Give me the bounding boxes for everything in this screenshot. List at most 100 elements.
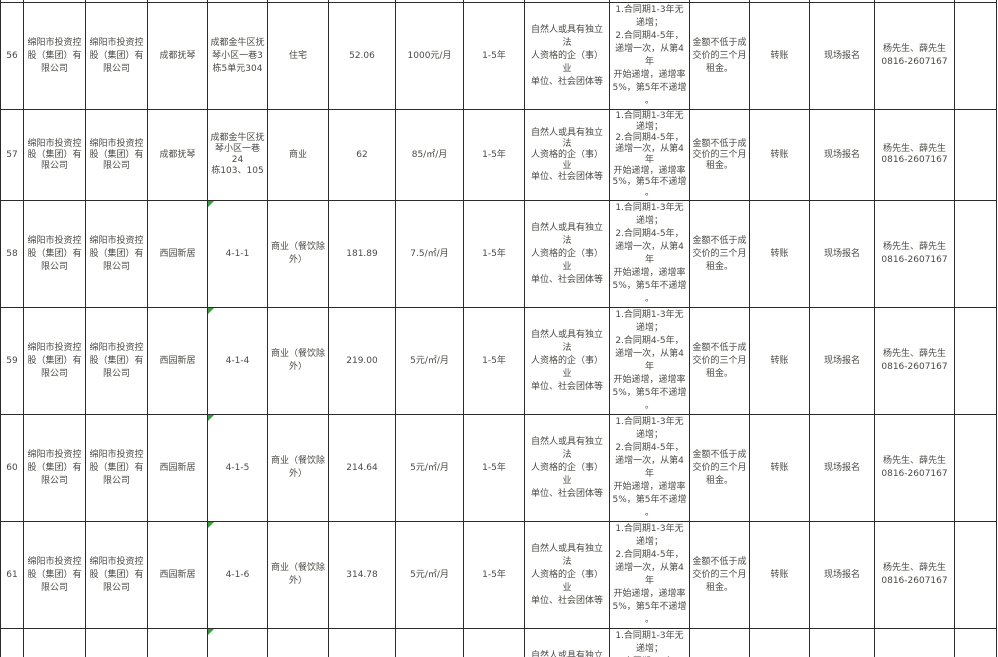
cell-payment[interactable]: 转账 bbox=[749, 414, 810, 522]
cell-extra[interactable] bbox=[954, 200, 997, 308]
cell-usage[interactable]: 商业（餐饮除 外） bbox=[267, 521, 329, 629]
cell-owner[interactable]: 绵阳市投资控股（集团）有限公司 bbox=[85, 307, 148, 415]
cell-extra[interactable] bbox=[954, 109, 997, 201]
cell-area[interactable]: 314.78 bbox=[328, 521, 396, 629]
cell-eligibility[interactable]: 自然人或具有独立法 人资格的企（事）业 单位、社会团体等 bbox=[524, 628, 610, 657]
cell-deposit[interactable]: 金额不低于成 交价的三个月 租金。 bbox=[689, 628, 750, 657]
cell-signup[interactable]: 现场报名 bbox=[809, 307, 875, 415]
cell-price[interactable]: 5元/㎡/月 bbox=[395, 628, 464, 657]
cell-escalation[interactable]: 1.合同期1-3年无 递增； 2.合同期4-5年， 递增一次，从第4年 开始递增… bbox=[609, 109, 690, 201]
cell-payment[interactable]: 转账 bbox=[749, 628, 810, 657]
cell-signup[interactable]: 现场报名 bbox=[809, 628, 875, 657]
cell-deposit[interactable]: 金额不低于成 交价的三个月 租金。 bbox=[689, 414, 750, 522]
cell-project[interactable]: 西园新居 bbox=[147, 307, 208, 415]
cell-contact[interactable]: 杨先生、薛先生 0816-2607167 bbox=[874, 109, 955, 201]
cell-row-number[interactable]: 59 bbox=[0, 307, 24, 415]
cell-payment[interactable]: 转账 bbox=[749, 200, 810, 308]
cell-contact[interactable]: 杨先生、薛先生 0816-2607167 bbox=[874, 200, 955, 308]
cell-usage[interactable]: 商业 bbox=[267, 109, 329, 201]
cell-escalation[interactable]: 1.合同期1-3年无 递增； 2.合同期4-5年， 递增一次，从第4年 开始递增… bbox=[609, 200, 690, 308]
cell-term[interactable]: 1-5年 bbox=[463, 521, 525, 629]
cell-contact[interactable]: 杨先生、薛先生 0816-2607167 bbox=[874, 521, 955, 629]
cell-contact[interactable]: 杨先生、薛先生 0816-2607167 bbox=[874, 307, 955, 415]
cell-project[interactable]: 西园新居 bbox=[147, 414, 208, 522]
cell-signup[interactable]: 现场报名 bbox=[809, 414, 875, 522]
cell-contact[interactable]: 杨先生、薛先生 0816-2607167 bbox=[874, 628, 955, 657]
cell-term[interactable]: 1-5年 bbox=[463, 414, 525, 522]
cell-deposit[interactable]: 金额不低于成 交价的三个月 租金。 bbox=[689, 2, 750, 110]
cell-extra[interactable] bbox=[954, 307, 997, 415]
cell-signup[interactable]: 现场报名 bbox=[809, 200, 875, 308]
cell-owner[interactable]: 绵阳市投资控股（集团）有限公司 bbox=[85, 628, 148, 657]
cell-project[interactable]: 西园新居 bbox=[147, 521, 208, 629]
cell-owner[interactable]: 绵阳市投资控股（集团）有限公司 bbox=[85, 109, 148, 201]
cell-eligibility[interactable]: 自然人或具有独立法 人资格的企（事）业 单位、社会团体等 bbox=[524, 414, 610, 522]
cell-address[interactable]: 成都金牛区抚 琴小区一巷3 栋5单元304 bbox=[207, 2, 268, 110]
cell-project[interactable]: 成都抚琴 bbox=[147, 109, 208, 201]
cell-deposit[interactable]: 金额不低于成 交价的三个月 租金。 bbox=[689, 200, 750, 308]
cell-escalation[interactable]: 1.合同期1-3年无 递增； 2.合同期4-5年， 递增一次，从第4年 开始递增… bbox=[609, 307, 690, 415]
cell-contact[interactable]: 杨先生、薛先生 0816-2607167 bbox=[874, 2, 955, 110]
cell-address[interactable]: 成都金牛区抚 琴小区一巷24 栋103、105 bbox=[207, 109, 268, 201]
cell-payment[interactable]: 转账 bbox=[749, 2, 810, 110]
cell-escalation[interactable]: 1.合同期1-3年无 递增； 2.合同期4-5年， 递增一次，从第4年 开始递增… bbox=[609, 2, 690, 110]
cell-lessor[interactable]: 绵阳市投资控股（集团）有限公司 bbox=[23, 414, 86, 522]
cell-price[interactable]: 5元/㎡/月 bbox=[395, 414, 464, 522]
cell-signup[interactable]: 现场报名 bbox=[809, 521, 875, 629]
cell-lessor[interactable]: 绵阳市投资控股（集团）有限公司 bbox=[23, 109, 86, 201]
cell-address[interactable]: 4-1-5 bbox=[207, 414, 268, 522]
cell-row-number[interactable]: 62 bbox=[0, 628, 24, 657]
cell-eligibility[interactable]: 自然人或具有独立法 人资格的企（事）业 单位、社会团体等 bbox=[524, 200, 610, 308]
cell-signup[interactable]: 现场报名 bbox=[809, 109, 875, 201]
cell-term[interactable]: 1-5年 bbox=[463, 307, 525, 415]
cell-row-number[interactable]: 61 bbox=[0, 521, 24, 629]
cell-eligibility[interactable]: 自然人或具有独立法 人资格的企（事）业 单位、社会团体等 bbox=[524, 109, 610, 201]
cell-eligibility[interactable]: 自然人或具有独立法 人资格的企（事）业 单位、社会团体等 bbox=[524, 307, 610, 415]
cell-row-number[interactable]: 57 bbox=[0, 109, 24, 201]
cell-eligibility[interactable]: 自然人或具有独立法 人资格的企（事）业 单位、社会团体等 bbox=[524, 2, 610, 110]
cell-usage[interactable]: 商业（餐饮除 外） bbox=[267, 628, 329, 657]
cell-extra[interactable] bbox=[954, 521, 997, 629]
cell-payment[interactable]: 转账 bbox=[749, 109, 810, 201]
cell-lessor[interactable]: 绵阳市投资控股（集团）有限公司 bbox=[23, 307, 86, 415]
cell-price[interactable]: 7.5/㎡/月 bbox=[395, 200, 464, 308]
cell-escalation[interactable]: 1.合同期1-3年无 递增； 2.合同期4-5年， 递增一次，从第4年 开始递增… bbox=[609, 628, 690, 657]
cell-address[interactable]: 4-1-4 bbox=[207, 307, 268, 415]
cell-term[interactable]: 1-5年 bbox=[463, 109, 525, 201]
cell-price[interactable]: 85/㎡/月 bbox=[395, 109, 464, 201]
cell-payment[interactable]: 转账 bbox=[749, 521, 810, 629]
cell-project[interactable]: 成都抚琴 bbox=[147, 2, 208, 110]
cell-area[interactable]: 91.02 bbox=[328, 628, 396, 657]
cell-escalation[interactable]: 1.合同期1-3年无 递增； 2.合同期4-5年， 递增一次，从第4年 开始递增… bbox=[609, 414, 690, 522]
cell-row-number[interactable]: 56 bbox=[0, 2, 24, 110]
cell-row-number[interactable]: 60 bbox=[0, 414, 24, 522]
cell-deposit[interactable]: 金额不低于成 交价的三个月 租金。 bbox=[689, 109, 750, 201]
cell-contact[interactable]: 杨先生、薛先生 0816-2607167 bbox=[874, 414, 955, 522]
cell-area[interactable]: 219.00 bbox=[328, 307, 396, 415]
cell-lessor[interactable]: 绵阳市投资控股（集团）有限公司 bbox=[23, 628, 86, 657]
cell-address[interactable]: 4-1-6 bbox=[207, 521, 268, 629]
cell-price[interactable]: 1000元/月 bbox=[395, 2, 464, 110]
cell-project[interactable]: 西园新居 bbox=[147, 200, 208, 308]
cell-deposit[interactable]: 金额不低于成 交价的三个月 租金。 bbox=[689, 521, 750, 629]
cell-deposit[interactable]: 金额不低于成 交价的三个月 租金。 bbox=[689, 307, 750, 415]
cell-extra[interactable] bbox=[954, 414, 997, 522]
cell-extra[interactable] bbox=[954, 628, 997, 657]
cell-escalation[interactable]: 1.合同期1-3年无 递增； 2.合同期4-5年， 递增一次，从第4年 开始递增… bbox=[609, 521, 690, 629]
cell-lessor[interactable]: 绵阳市投资控股（集团）有限公司 bbox=[23, 2, 86, 110]
cell-area[interactable]: 62 bbox=[328, 109, 396, 201]
cell-address[interactable]: 4-1-7 bbox=[207, 628, 268, 657]
cell-lessor[interactable]: 绵阳市投资控股（集团）有限公司 bbox=[23, 521, 86, 629]
cell-signup[interactable]: 现场报名 bbox=[809, 2, 875, 110]
cell-term[interactable]: 1-5年 bbox=[463, 200, 525, 308]
cell-row-number[interactable]: 58 bbox=[0, 200, 24, 308]
cell-project[interactable]: 西园新居 bbox=[147, 628, 208, 657]
cell-owner[interactable]: 绵阳市投资控股（集团）有限公司 bbox=[85, 200, 148, 308]
cell-usage[interactable]: 商业（餐饮除 外） bbox=[267, 200, 329, 308]
cell-owner[interactable]: 绵阳市投资控股（集团）有限公司 bbox=[85, 414, 148, 522]
cell-address[interactable]: 4-1-1 bbox=[207, 200, 268, 308]
cell-price[interactable]: 5元/㎡/月 bbox=[395, 521, 464, 629]
cell-area[interactable]: 181.89 bbox=[328, 200, 396, 308]
cell-term[interactable]: 1-5年 bbox=[463, 2, 525, 110]
cell-usage[interactable]: 住宅 bbox=[267, 2, 329, 110]
